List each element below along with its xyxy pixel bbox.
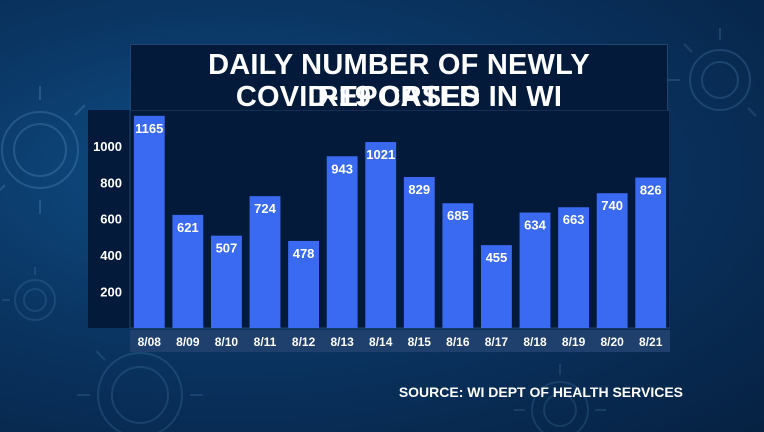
bar <box>403 177 435 328</box>
data-label: 455 <box>486 250 508 265</box>
bar <box>288 240 319 328</box>
virus-particle-icon <box>514 364 606 432</box>
bar <box>172 214 204 328</box>
x-tick-label: 8/08 <box>138 335 162 349</box>
x-tick-label: 8/20 <box>600 335 624 349</box>
bar <box>481 245 512 328</box>
x-axis-band <box>130 330 670 352</box>
chart-title-line-2: COVID-19 CASES IN WI <box>235 81 563 113</box>
x-tick-label: 8/10 <box>215 335 239 349</box>
data-label: 621 <box>177 220 199 235</box>
bar <box>596 193 628 328</box>
virus-particle-icon <box>668 28 757 117</box>
bar-chart: 200 400 600 800 1000 1165 8/08 621 8/09 507 8/10 72… <box>88 110 670 352</box>
data-label: 1021 <box>366 147 395 162</box>
data-label: 943 <box>331 161 353 176</box>
y-tick-label: 400 <box>100 248 122 263</box>
x-tick-label: 8/12 <box>292 335 316 349</box>
x-tick-label: 8/17 <box>485 335 509 349</box>
title-panel: DAILY NUMBER OF NEWLY REPORTED COVID-19 … <box>130 44 668 114</box>
source-credit: SOURCE: WI DEPT OF HEALTH SERVICES <box>398 384 683 400</box>
data-label: 1165 <box>135 121 163 136</box>
chart-title-line-1: DAILY NUMBER OF NEWLY REPORTED <box>208 49 590 113</box>
y-tick-label: 600 <box>100 212 122 227</box>
bar <box>635 177 667 328</box>
bar <box>133 115 165 328</box>
virus-particle-icon <box>2 267 56 321</box>
data-label: 740 <box>601 198 623 213</box>
data-label: 634 <box>524 218 546 233</box>
bar <box>365 142 397 328</box>
x-tick-label: 8/13 <box>330 335 354 349</box>
data-label: 663 <box>563 212 585 227</box>
data-label: 826 <box>640 183 662 198</box>
x-tick-label: 8/16 <box>446 335 470 349</box>
bar <box>326 156 358 328</box>
bar <box>211 235 242 328</box>
data-label: 724 <box>254 201 276 216</box>
bar <box>249 196 281 328</box>
x-tick-label: 8/19 <box>562 335 586 349</box>
x-tick-label: 8/09 <box>176 335 200 349</box>
x-tick-label: 8/11 <box>254 335 277 349</box>
bar <box>558 207 589 328</box>
data-label: 507 <box>216 241 238 256</box>
data-label: 685 <box>447 208 469 223</box>
bar <box>519 212 551 328</box>
bar <box>442 203 474 328</box>
y-axis-panel <box>88 110 130 328</box>
x-tick-label: 8/14 <box>369 335 393 349</box>
data-label: 478 <box>293 246 315 261</box>
y-tick-label: 200 <box>100 285 122 300</box>
y-tick-label: 800 <box>100 175 122 190</box>
data-label: 829 <box>408 182 430 197</box>
x-tick-label: 8/21 <box>639 335 663 349</box>
x-tick-label: 8/18 <box>523 335 547 349</box>
x-tick-label: 8/15 <box>408 335 432 349</box>
y-tick-label: 1000 <box>93 139 122 154</box>
